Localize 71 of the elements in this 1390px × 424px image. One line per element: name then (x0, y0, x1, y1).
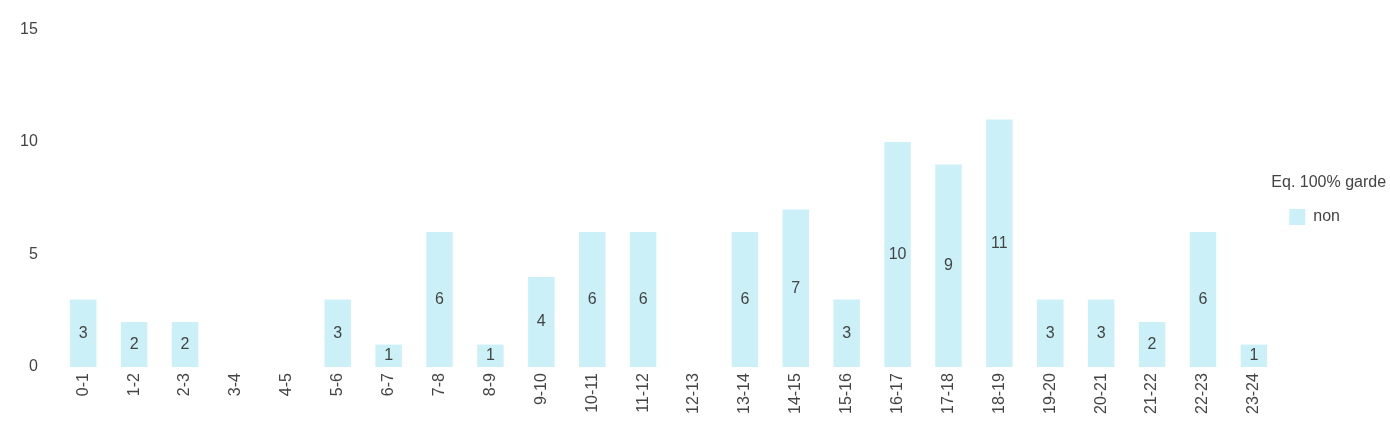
legend-title: Eq. 100% garde (1271, 173, 1387, 190)
y-tick-label: 15 (20, 20, 38, 38)
bar (1037, 299, 1064, 368)
data-label: 3 (1096, 323, 1106, 341)
bar (120, 322, 148, 368)
x-tick-label: 14-15 (786, 372, 804, 414)
data-label: 9 (944, 256, 954, 274)
data-label: 6 (435, 289, 445, 307)
x-tick-label: 4-5 (277, 372, 295, 397)
bar (578, 232, 606, 368)
data-label: 2 (129, 334, 139, 352)
y-tick-label: 10 (20, 132, 38, 150)
bar (782, 209, 810, 368)
x-tick-label: 8-9 (480, 372, 498, 397)
x-tick-label: 5-6 (328, 372, 346, 397)
data-label: 1 (485, 346, 495, 364)
x-tick-label: 13-14 (735, 372, 753, 414)
x-tick-label: 15-16 (837, 372, 855, 414)
data-label: 3 (842, 323, 852, 341)
x-tick-label: 20-21 (1091, 372, 1109, 414)
bar (833, 299, 860, 368)
bar (171, 322, 199, 368)
x-tick-label: 2-3 (175, 372, 193, 397)
bar (935, 164, 962, 368)
data-label: 6 (740, 289, 750, 307)
x-tick-label: 17-18 (938, 372, 956, 414)
bar (731, 232, 759, 368)
x-tick-label: 6-7 (379, 372, 397, 397)
bar (70, 299, 97, 368)
x-tick-label: 23-24 (1244, 372, 1262, 414)
bar (426, 232, 453, 368)
bar (477, 344, 504, 368)
x-tick-label: 19-20 (1040, 372, 1058, 414)
data-label: 6 (1198, 289, 1208, 307)
x-tick-label: 7-8 (429, 372, 447, 397)
x-tick-label: 21-22 (1142, 372, 1160, 414)
x-tick-label: 22-23 (1193, 372, 1211, 414)
bar (884, 142, 911, 368)
x-tick-label: 0-1 (73, 372, 91, 397)
bar (986, 119, 1013, 368)
bar (1087, 299, 1115, 368)
data-label: 3 (1045, 323, 1055, 341)
data-label: 7 (791, 278, 801, 296)
x-tick-label: 12-13 (684, 372, 702, 414)
data-label: 10 (888, 244, 907, 262)
bar (1138, 322, 1166, 368)
x-tick-label: 10-11 (582, 372, 600, 413)
data-label: 6 (587, 289, 597, 307)
data-label: 6 (638, 289, 648, 307)
bar (629, 232, 657, 368)
legend-label: non (1313, 207, 1341, 225)
bar (1189, 232, 1217, 368)
data-label: 3 (78, 323, 88, 341)
y-tick-label: 5 (28, 244, 38, 262)
x-tick-label: 9-10 (531, 372, 549, 406)
data-label: 4 (536, 312, 546, 330)
x-tick-label: 16-17 (887, 372, 905, 414)
bar (375, 344, 402, 368)
x-tick-label: 3-4 (226, 372, 244, 397)
data-label: 2 (1147, 334, 1157, 352)
data-label: 2 (180, 334, 190, 352)
bar (324, 299, 351, 368)
bar (528, 277, 555, 368)
data-label: 1 (1249, 346, 1259, 364)
y-tick-label: 0 (28, 357, 38, 375)
x-tick-label: 11-12 (633, 372, 651, 413)
x-tick-label: 1-2 (124, 372, 142, 397)
x-tick-label: 18-19 (989, 372, 1007, 414)
data-label: 11 (991, 233, 1008, 251)
data-label: 3 (333, 323, 343, 341)
data-label: 1 (384, 346, 394, 364)
